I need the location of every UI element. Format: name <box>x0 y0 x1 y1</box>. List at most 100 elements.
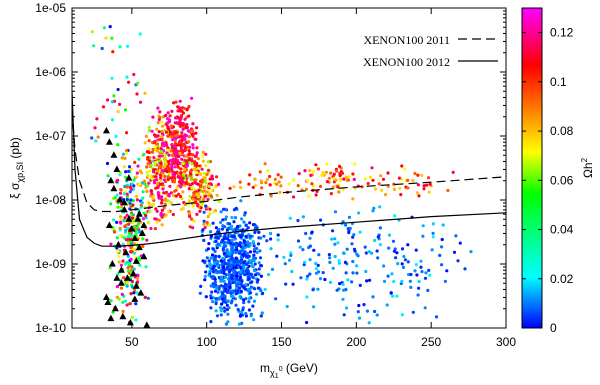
triangle-point <box>134 215 142 222</box>
scatter-point <box>391 239 396 243</box>
scatter-point <box>181 111 185 115</box>
scatter-point <box>173 165 177 169</box>
scatter-point <box>234 303 238 307</box>
scatter-point <box>206 160 210 164</box>
triangle-point <box>125 174 133 181</box>
scatter-point <box>314 163 318 167</box>
scatter-point <box>413 269 417 273</box>
scatter-point <box>163 162 167 166</box>
scatter-point <box>312 184 316 188</box>
scatter-point <box>167 209 171 213</box>
scatter-point <box>193 154 198 159</box>
scatter-point <box>258 256 263 260</box>
scatter-point <box>195 212 199 216</box>
scatter-point <box>130 212 134 216</box>
scatter-point <box>446 188 450 193</box>
triangle-point <box>116 196 124 203</box>
x-axis: 50 100 150 200 250 300 <box>125 8 516 349</box>
scatter-point <box>222 271 226 275</box>
scatter-point <box>226 299 230 303</box>
scatter-point <box>331 185 335 189</box>
scatter-point <box>128 261 132 265</box>
scatter-point <box>458 241 462 245</box>
scatter-point <box>434 315 439 319</box>
triangle-point <box>135 210 143 217</box>
scatter-point <box>355 252 359 256</box>
scatter-point <box>207 242 211 246</box>
scatter-point <box>415 273 419 277</box>
scatter-point <box>380 188 384 192</box>
scatter-point <box>297 172 301 176</box>
scatter-point <box>183 117 187 121</box>
scatter-point <box>185 126 189 130</box>
scatter-point <box>386 171 390 175</box>
scatter-point <box>256 242 261 246</box>
scatter-point <box>257 230 261 234</box>
scatter-point <box>149 174 154 178</box>
scatter-point <box>364 251 368 255</box>
scatter-point <box>331 229 335 233</box>
scatter-point <box>232 271 236 275</box>
scatter-point <box>151 202 156 207</box>
scatter-point <box>189 217 193 221</box>
scatter-point <box>296 218 300 223</box>
scatter-point <box>229 291 233 295</box>
scatter-point <box>217 287 221 291</box>
scatter-point <box>206 168 211 172</box>
scatter-point <box>157 164 162 168</box>
scatter-point <box>247 182 251 186</box>
scatter-point <box>408 279 412 283</box>
scatter-point <box>237 322 241 326</box>
scatter-point <box>242 220 246 224</box>
scatter-point <box>406 178 410 182</box>
scatter-point <box>184 181 188 185</box>
scatter-point <box>387 246 391 250</box>
scatter-point <box>219 309 223 313</box>
scatter-point <box>180 131 184 135</box>
scatter-point <box>273 177 277 181</box>
scatter-point <box>119 286 123 290</box>
scatter-point <box>364 269 368 274</box>
scatter-point <box>454 234 458 238</box>
scatter-point <box>123 175 128 179</box>
scatter-point <box>357 303 361 308</box>
scatter-point <box>305 295 309 299</box>
scatter-point <box>187 149 191 153</box>
scatter-point <box>153 227 157 231</box>
scatter-point <box>400 313 404 317</box>
scatter-point <box>268 183 272 187</box>
scatter-point <box>428 182 432 186</box>
scatter-point <box>331 266 335 270</box>
scatter-point <box>440 245 444 249</box>
scatter-point <box>463 267 467 271</box>
scatter-point <box>215 314 220 318</box>
scatter-point <box>316 167 320 171</box>
scatter-point <box>160 150 164 154</box>
scatter-point <box>252 253 256 257</box>
scatter-point <box>144 213 148 218</box>
colorbar-label: Ωh2 <box>580 157 595 178</box>
scatter-point <box>199 203 203 207</box>
scatter-point <box>251 240 255 244</box>
scatter-point <box>188 214 192 218</box>
scatter-point <box>250 264 254 268</box>
colorbar-tick-label: 0.1 <box>550 75 567 89</box>
scatter-point <box>213 185 217 189</box>
scatter-point <box>201 189 205 193</box>
scatter-point <box>239 249 244 253</box>
scatter-point <box>225 237 230 241</box>
x-tick-label: 100 <box>197 335 217 349</box>
scatter-point <box>248 250 253 254</box>
scatter-point <box>179 146 183 150</box>
scatter-point <box>126 169 131 173</box>
scatter-point <box>217 227 221 232</box>
scatter-point <box>146 296 150 300</box>
colorbar-ticks: 0 0.02 0.04 0.06 0.08 0.1 0.12 <box>522 26 574 335</box>
scatter-point <box>135 198 139 202</box>
scatter-point <box>376 256 380 260</box>
y-axis: 1e-10 1e-09 1e-08 1e-07 1e-06 1e-05 <box>35 1 506 335</box>
scatter-point <box>166 166 170 171</box>
y-tick-label: 1e-10 <box>35 321 66 335</box>
scatter-point <box>253 262 257 266</box>
scatter-point <box>173 150 177 154</box>
